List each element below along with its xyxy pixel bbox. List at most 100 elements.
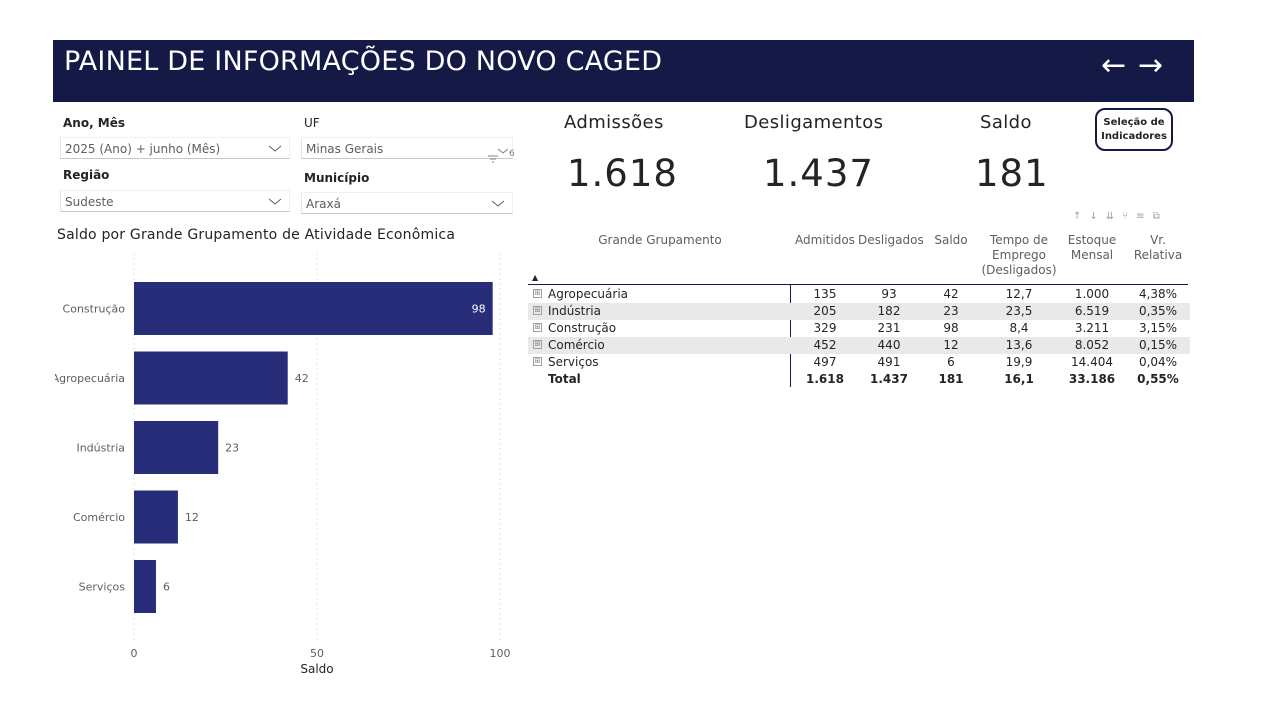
drill-hierarchy-icon[interactable]: ⑂ [1122,211,1129,222]
category-label: Agropecuária [55,372,125,385]
col-header-saldo[interactable]: Saldo [934,233,968,247]
header-divider [528,284,1188,285]
indicator-selection-button[interactable]: Seleção de Indicadores [1095,108,1173,151]
cell-grupo: Indústria [548,304,601,318]
col-header-estoque-line-1: Estoque [1067,233,1117,247]
filter-regiao-value: Sudeste [65,195,114,209]
cell-saldo: 23 [943,304,959,318]
filter-municipio-label: Município [304,171,370,185]
cell-estoque: 8.052 [1074,338,1110,352]
kpi-desligamentos-label: Desligamentos [744,112,884,133]
category-label: Comércio [73,511,125,524]
cell-estoque: 33.186 [1068,372,1116,386]
cell-vr: 3,15% [1138,321,1178,335]
cell-desligados: 440 [877,338,901,352]
filter-icon[interactable]: ≡ [1136,211,1145,222]
col-header-tempo-line-1: Tempo de [989,233,1049,247]
cell-desligados: 1.437 [870,372,908,386]
col-header-grupamento[interactable]: Grande Grupamento [598,233,722,247]
kpi-admissoes-value: 1.618 [567,152,678,195]
chevron-down-icon [497,140,509,159]
cell-grupo: Construção [548,321,617,335]
col-header-vr-line-1: Vr. [1150,233,1166,247]
cell-vr: 0,35% [1138,304,1178,318]
indicator-selection-label-1: Seleção de [1103,117,1165,128]
cell-estoque: 1.000 [1074,287,1110,301]
cell-grupo: Total [548,372,581,386]
cell-admitidos: 497 [813,355,837,369]
saldo-bar-chart: Construção 98 Agropecuária 42 Indústria 23 Com… [55,253,511,676]
expand-row-icon[interactable]: ⊞ [533,357,542,366]
arrow-left-icon[interactable]: ← [1101,48,1127,83]
filter-uf-count: 6 [509,149,515,159]
col-header-admitidos[interactable]: Admitidos [795,233,855,247]
cell-saldo: 181 [938,372,964,386]
category-label: Construção [63,303,126,316]
data-label: 23 [225,442,239,455]
arrow-right-icon[interactable]: → [1138,48,1164,83]
col-header-tempo[interactable]: Tempo de Emprego (Desligados) [978,233,1060,278]
cell-grupo: Comércio [548,338,605,352]
bar[interactable] [134,421,219,474]
table-row[interactable]: ⊞ Construção 329 231 98 8,4 3.211 3,15% [528,320,1190,337]
focus-mode-icon[interactable]: ⧉ [1152,211,1160,222]
header-bar: PAINEL DE INFORMAÇÕES DO NOVO CAGED ← → [53,40,1194,102]
cell-estoque: 14.404 [1071,355,1113,369]
table-total-row[interactable]: Total 1.618 1.437 181 16,1 33.186 0,55% [528,371,1190,388]
bar[interactable] [134,351,288,405]
page-title: PAINEL DE INFORMAÇÕES DO NOVO CAGED [64,46,663,77]
cell-vr: 4,38% [1138,287,1178,301]
expand-row-icon[interactable]: ⊞ [533,306,542,315]
data-label: 98 [472,303,486,316]
cell-admitidos: 452 [813,338,837,352]
cell-tempo: 13,6 [1005,338,1033,352]
expand-all-icon[interactable]: ⇊ [1105,211,1115,222]
chevron-down-icon [267,191,283,214]
expand-row-icon[interactable]: ⊞ [533,289,542,298]
filter-uf-label: UF [304,116,320,130]
cell-saldo: 42 [943,287,959,301]
data-label: 12 [185,511,199,524]
cell-vr: 0,04% [1138,355,1178,369]
col-header-vr-relativa[interactable]: Vr. Relativa [1126,233,1190,263]
filter-municipio-dropdown[interactable]: Araxá [301,192,513,214]
data-label: 42 [295,372,309,385]
table-row[interactable]: ⊞ Comércio 452 440 12 13,6 8.052 0,15% [528,337,1190,354]
filter-uf-dropdown[interactable]: Minas Gerais 6 [301,137,515,163]
filter-municipio-value: Araxá [306,197,341,211]
indicator-selection-label-2: Indicadores [1101,131,1167,142]
kpi-saldo-label: Saldo [980,112,1032,133]
table-row[interactable]: ⊞ Serviços 497 491 6 19,9 14.404 0,04% [528,354,1190,371]
table-row[interactable]: ⊞ Agropecuária 135 93 42 12,7 1.000 4,38% [528,286,1190,303]
col-header-desligados[interactable]: Desligados [858,233,924,247]
cell-vr: 0,15% [1138,338,1178,352]
sort-ascending-icon[interactable]: ↑ [1073,211,1082,222]
bar[interactable] [134,282,493,335]
kpi-admissoes-label: Admissões [564,112,664,133]
bar[interactable] [134,560,156,613]
filter-ano-mes-label: Ano, Mês [63,116,126,130]
col-header-estoque-line-2: Mensal [1070,248,1114,262]
cell-admitidos: 329 [813,321,837,335]
matrix-table: ↑ ↓ ⇊ ⑂ ≡ ⧉ Grande Grupamento Admitidos Desli… [528,211,1190,398]
bar[interactable] [134,490,178,544]
cell-grupo: Serviços [548,355,599,369]
drill-down-icon[interactable]: ↓ [1089,211,1098,222]
cell-admitidos: 1.618 [806,372,844,386]
cell-estoque: 3.211 [1074,321,1110,335]
col-header-vr-line-2: Relativa [1133,248,1183,262]
cell-admitidos: 135 [813,287,837,301]
col-header-estoque[interactable]: Estoque Mensal [1060,233,1124,263]
cell-saldo: 12 [943,338,959,352]
category-label: Serviços [79,581,126,594]
filter-ano-mes-dropdown[interactable]: 2025 (Ano) + junho (Mês) [60,137,290,159]
cell-tempo: 23,5 [1005,304,1033,318]
filter-regiao-dropdown[interactable]: Sudeste [60,190,290,212]
expand-row-icon[interactable]: ⊞ [533,323,542,332]
expand-row-icon[interactable]: ⊞ [533,340,542,349]
filter-regiao-label: Região [63,168,110,182]
sort-indicator-icon: ▲ [532,273,539,282]
filter-icon[interactable] [488,148,498,167]
kpi-saldo-value: 181 [975,152,1049,195]
table-row[interactable]: ⊞ Indústria 205 182 23 23,5 6.519 0,35% [528,303,1190,320]
